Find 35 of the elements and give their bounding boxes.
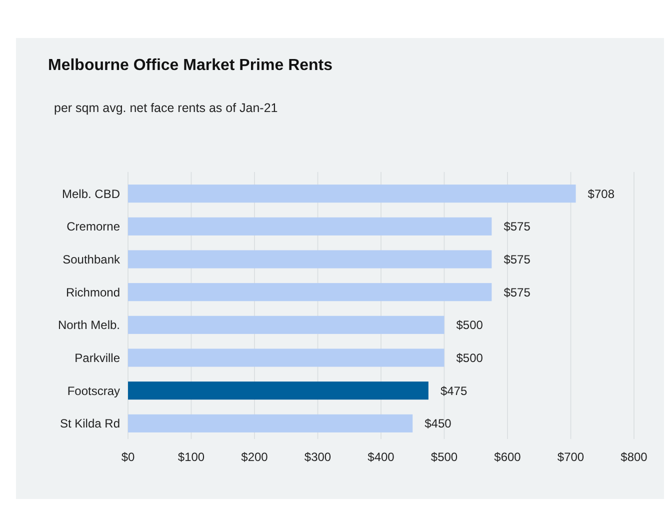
y-tick-label: Cremorne: [66, 220, 120, 234]
bar: [128, 414, 413, 432]
data-label: $500: [456, 318, 484, 332]
x-tick-label: $500: [430, 450, 458, 464]
bar: [128, 283, 492, 302]
data-label: $708: [588, 186, 615, 201]
bar: [128, 184, 576, 203]
x-tick-label: $300: [304, 450, 332, 464]
bar: [128, 250, 492, 268]
y-tick-label: Southbank: [62, 252, 121, 266]
data-label: $500: [456, 350, 484, 365]
y-tick-label: Parkville: [74, 350, 120, 365]
data-label: $475: [440, 384, 468, 398]
y-tick-label: St Kilda Rd: [60, 416, 120, 431]
y-tick-label: Melb. CBD: [62, 186, 120, 201]
x-tick-label: $600: [494, 450, 522, 464]
data-label: $575: [504, 220, 531, 234]
data-label: $575: [504, 252, 531, 266]
x-tick-label: $400: [368, 450, 395, 464]
x-tick-label: $700: [557, 450, 584, 464]
bar: [128, 382, 428, 400]
x-tick-label: $0: [121, 450, 135, 464]
chart-subtitle: per sqm avg. net face rents as of Jan-21: [54, 101, 278, 115]
y-tick-label: North Melb.: [58, 318, 120, 332]
chart-title: Melbourne Office Market Prime Rents: [48, 57, 333, 74]
data-label: $450: [424, 416, 452, 431]
x-tick-label: $800: [620, 450, 648, 464]
bar: [128, 348, 444, 367]
data-label: $575: [504, 285, 531, 300]
x-tick-label: $100: [178, 450, 205, 464]
bar: [128, 217, 492, 236]
y-tick-label: Footscray: [67, 384, 120, 398]
x-tick-label: $200: [241, 450, 268, 464]
bar: [128, 316, 444, 334]
y-tick-label: Richmond: [66, 285, 120, 300]
